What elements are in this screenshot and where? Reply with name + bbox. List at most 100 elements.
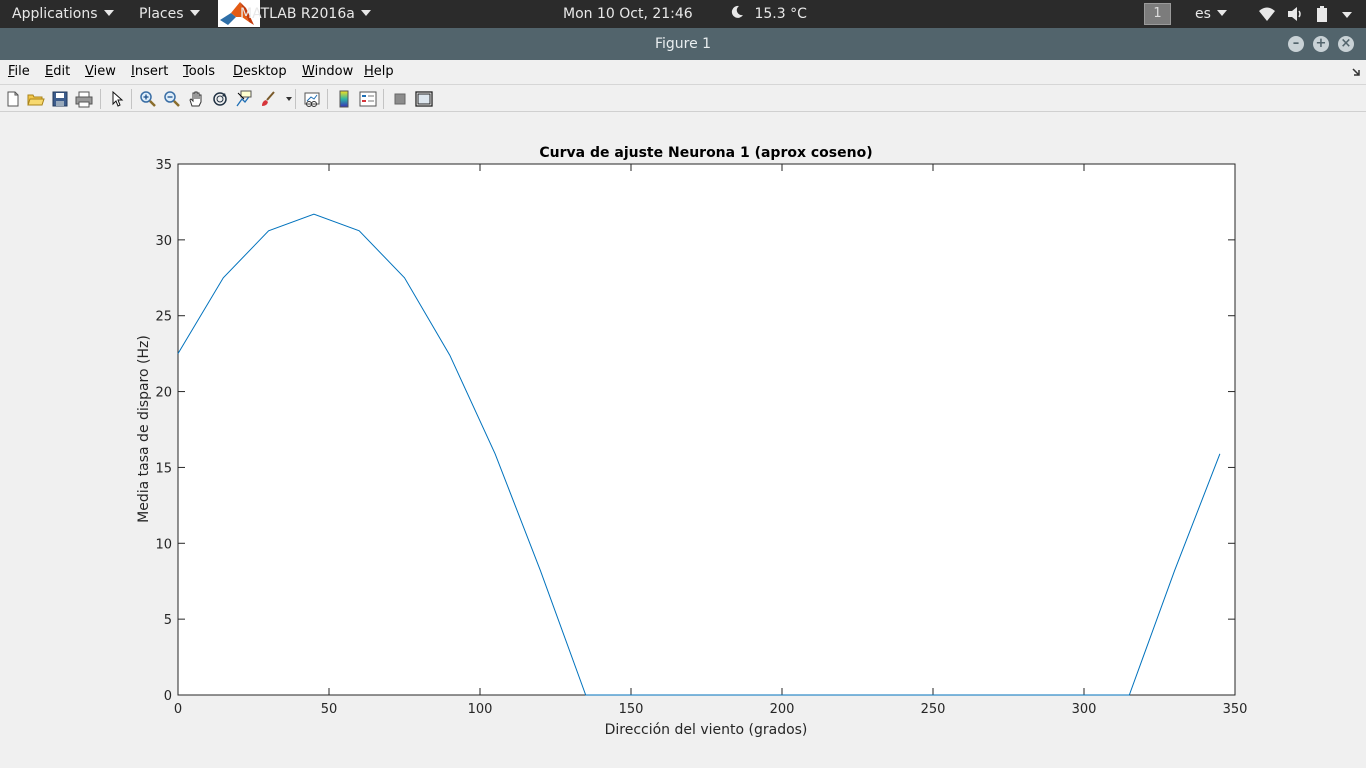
chevron-down-icon — [1216, 10, 1227, 16]
menu-label: elp — [373, 64, 394, 79]
app-label: MATLAB R2016a — [240, 6, 355, 22]
x-axis-label: Dirección del viento (grados) — [605, 722, 808, 738]
system-menu-chevron-icon[interactable] — [1342, 12, 1352, 18]
new-figure-icon[interactable] — [4, 90, 22, 108]
menu-insert[interactable]: Insert — [131, 64, 168, 79]
maximize-button[interactable]: + — [1313, 36, 1329, 52]
data-cursor-icon[interactable] — [235, 90, 253, 108]
applications-label: Applications — [12, 6, 98, 22]
volume-icon[interactable] — [1287, 6, 1303, 22]
y-axis-label: Media tasa de disparo (Hz) — [136, 335, 152, 523]
x-tick-label: 50 — [321, 702, 338, 717]
chevron-down-icon — [103, 10, 114, 16]
x-tick-label: 250 — [921, 702, 946, 717]
weather-indicator[interactable]: 15.3 °C — [730, 0, 807, 28]
toolbar-separator — [131, 89, 132, 109]
menu-mnemonic: E — [45, 64, 54, 79]
menu-desktop[interactable]: Desktop — [233, 64, 287, 79]
series-line[interactable] — [177, 213, 1221, 696]
toolbar-separator — [383, 89, 384, 109]
y-tick-label: 30 — [155, 234, 172, 249]
chart-title: Curva de ajuste Neurona 1 (aprox coseno) — [539, 145, 872, 161]
menu-mnemonic: F — [8, 64, 15, 79]
colorbar-icon[interactable] — [335, 90, 353, 108]
dock-figure-icon[interactable] — [1351, 67, 1361, 77]
moon-icon — [731, 5, 743, 18]
battery-icon[interactable] — [1316, 6, 1328, 22]
x-tick-label: 350 — [1223, 702, 1248, 717]
edit-plot-arrow-icon[interactable] — [108, 90, 126, 108]
x-tick-label: 300 — [1072, 702, 1097, 717]
x-tick-label: 200 — [770, 702, 795, 717]
language-label: es — [1195, 6, 1211, 22]
brush-dropdown-chevron-icon[interactable] — [286, 97, 292, 101]
menu-label: esktop — [243, 64, 287, 79]
wifi-icon[interactable] — [1258, 6, 1276, 22]
menu-view[interactable]: View — [85, 64, 116, 79]
menu-mnemonic: H — [364, 64, 374, 79]
minimize-button[interactable]: – — [1288, 36, 1304, 52]
menu-label: iew — [93, 64, 116, 79]
x-tick-label: 100 — [468, 702, 493, 717]
language-menu[interactable]: es — [1195, 0, 1227, 28]
window-title: Figure 1 — [654, 36, 712, 52]
toolbar-separator — [295, 89, 296, 109]
places-menu[interactable]: Places — [139, 0, 200, 28]
datetime-label: Mon 10 Oct, 21:46 — [563, 6, 693, 22]
chevron-down-icon — [189, 10, 200, 16]
menu-label: indow — [314, 64, 354, 79]
menu-label: ile — [14, 64, 30, 79]
menu-mnemonic: D — [233, 64, 244, 79]
app-menu[interactable]: MATLAB R2016a — [240, 0, 371, 28]
toolbar-separator — [327, 89, 328, 109]
print-icon[interactable] — [75, 90, 93, 108]
show-plot-tools-icon[interactable] — [415, 90, 433, 108]
y-tick-label: 35 — [155, 158, 172, 173]
x-tick-label: 150 — [619, 702, 644, 717]
applications-menu[interactable]: Applications — [12, 0, 114, 28]
menu-bar: File Edit View Insert Tools Desktop Wind… — [0, 60, 1366, 84]
workspace-number: 1 — [1153, 6, 1162, 21]
matlab-logo-icon — [218, 0, 260, 27]
rotate-3d-icon[interactable] — [211, 90, 229, 108]
toolbar-separator — [100, 89, 101, 109]
menu-file[interactable]: File — [8, 64, 30, 79]
y-tick-label: 25 — [155, 310, 172, 325]
menu-mnemonic: V — [85, 64, 94, 79]
figure-canvas[interactable]: 0 50 100 150 200 250 300 350 0 5 10 15 20 25 30 35 Curv… — [0, 112, 1366, 768]
y-tick-label: 15 — [155, 461, 172, 476]
zoom-in-icon[interactable] — [139, 90, 157, 108]
pan-hand-icon[interactable] — [187, 90, 205, 108]
save-icon[interactable] — [51, 90, 69, 108]
link-plot-icon[interactable] — [303, 90, 321, 108]
x-tick-label: 0 — [174, 702, 182, 717]
hide-plot-tools-icon[interactable] — [391, 90, 409, 108]
y-tick-label: 0 — [164, 689, 172, 704]
places-label: Places — [139, 6, 184, 22]
menu-help[interactable]: Help — [364, 64, 394, 79]
menu-label: dit — [53, 64, 71, 79]
open-file-icon[interactable] — [27, 90, 45, 108]
menu-window[interactable]: Window — [302, 64, 353, 79]
figure-toolbar — [0, 84, 1366, 112]
menu-label: nsert — [134, 64, 169, 79]
menu-edit[interactable]: Edit — [45, 64, 70, 79]
weather-label: 15.3 °C — [754, 6, 807, 22]
legend-icon[interactable] — [359, 90, 377, 108]
menu-mnemonic: T — [183, 64, 189, 79]
workspace-indicator[interactable]: 1 — [1144, 3, 1171, 25]
brush-icon[interactable] — [259, 90, 277, 108]
axis-ticks: 0 50 100 150 200 250 300 350 0 5 10 15 20 25 30 35 — [155, 158, 1247, 717]
menu-mnemonic: W — [302, 64, 315, 79]
menu-tools[interactable]: Tools — [183, 64, 215, 79]
y-tick-label: 5 — [164, 613, 172, 628]
window-titlebar[interactable]: Figure 1 – + × — [0, 28, 1366, 60]
clock[interactable]: Mon 10 Oct, 21:46 — [563, 0, 693, 28]
axes-box[interactable] — [177, 163, 1236, 696]
zoom-out-icon[interactable] — [163, 90, 181, 108]
y-tick-label: 10 — [155, 537, 172, 552]
chevron-down-icon — [360, 10, 371, 16]
close-button[interactable]: × — [1338, 36, 1354, 52]
top-panel: Applications Places MATLAB R2016a Mon 10… — [0, 0, 1366, 28]
menu-mnemonic: I — [131, 64, 135, 79]
